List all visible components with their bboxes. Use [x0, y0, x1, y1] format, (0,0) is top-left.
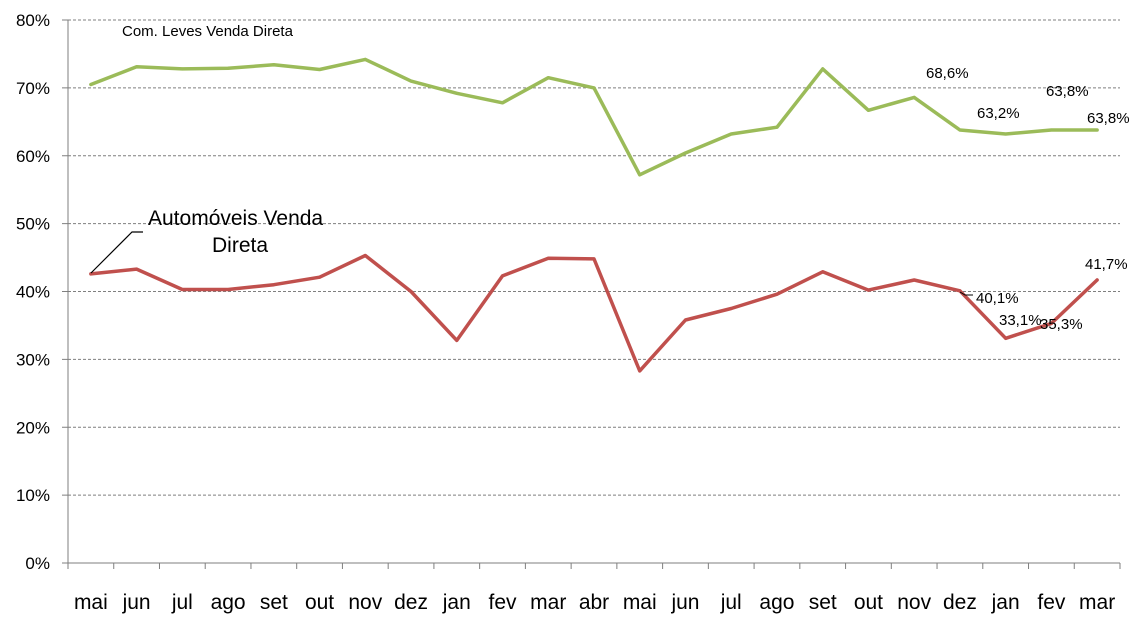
data-point [1049, 128, 1053, 132]
data-label-red-jan: 33,1% [999, 312, 1042, 329]
data-point [180, 67, 184, 71]
x-tick-label: mai [74, 591, 108, 614]
data-label-green-mar: 63,8% [1087, 110, 1130, 127]
data-point [180, 287, 184, 291]
data-point [638, 173, 642, 177]
data-point [821, 67, 825, 71]
data-point [729, 306, 733, 310]
x-tick-label: ago [759, 591, 794, 614]
y-tick-label: 0% [25, 554, 50, 573]
data-point [455, 91, 459, 95]
x-tick-label: jun [670, 591, 699, 614]
data-point [272, 63, 276, 67]
y-tick-label: 30% [16, 350, 50, 369]
data-point [89, 82, 93, 86]
data-point [409, 79, 413, 83]
data-point [226, 66, 230, 70]
x-tick-label: jul [720, 591, 742, 614]
data-label-green-nov: 68,6% [926, 65, 969, 82]
data-point [729, 132, 733, 136]
data-point [775, 125, 779, 129]
data-point [958, 128, 962, 132]
data-point [226, 287, 230, 291]
data-point [912, 278, 916, 282]
data-label-red-fev: 35,3% [1040, 316, 1083, 333]
data-point [363, 254, 367, 258]
data-point [546, 256, 550, 260]
data-point [318, 68, 322, 72]
x-tick-label: jan [442, 591, 471, 614]
data-point [1049, 321, 1053, 325]
data-point [683, 318, 687, 322]
data-point [546, 76, 550, 80]
data-point [135, 65, 139, 69]
series-label-automoveis-line2: Direta [212, 234, 268, 257]
data-point [1095, 278, 1099, 282]
x-tick-label: nov [348, 591, 382, 614]
data-label-green-fev: 63,8% [1046, 83, 1089, 100]
x-tick-labels: mai jun jul ago set out nov dez jan fev mar abr mai j… [74, 591, 1115, 614]
gridlines [68, 19, 1120, 496]
data-point [866, 108, 870, 112]
x-tick-label: fev [1037, 591, 1066, 614]
series-label-automoveis-line1: Automóveis Venda [148, 207, 323, 230]
data-point [318, 275, 322, 279]
y-tick-label: 80% [16, 11, 50, 30]
x-tick-label: set [809, 591, 837, 614]
x-tick-label: mai [623, 591, 657, 614]
x-tick-label: mar [530, 591, 566, 614]
data-point [821, 270, 825, 274]
data-point [958, 289, 962, 293]
y-tick-label: 10% [16, 486, 50, 505]
x-tick-label: jan [991, 591, 1020, 614]
data-point [409, 290, 413, 293]
data-label-leader-dez [959, 291, 973, 296]
x-tick-label: ago [211, 591, 246, 614]
data-point [501, 274, 505, 278]
x-tick-label: set [260, 591, 288, 614]
x-tick-label: dez [394, 591, 428, 614]
data-point [501, 101, 505, 105]
data-label-red-mar: 41,7% [1085, 256, 1128, 273]
data-point [683, 151, 687, 155]
series-line [89, 253, 1099, 373]
y-tick-label: 20% [16, 418, 50, 437]
data-point [866, 288, 870, 292]
x-tick-label: jul [171, 591, 193, 614]
series-label-com-leves: Com. Leves Venda Direta [122, 23, 294, 40]
x-tick-label: abr [579, 591, 609, 614]
x-tick-label: out [305, 591, 334, 614]
data-point [592, 257, 596, 261]
x-tick-label: mar [1079, 591, 1115, 614]
data-label-green-jan: 63,2% [977, 105, 1020, 122]
data-point [775, 292, 779, 296]
x-tick-label: fev [489, 591, 518, 614]
y-tick-label: 50% [16, 215, 50, 234]
data-point [592, 86, 596, 90]
x-tick-label: nov [897, 591, 931, 614]
data-point [1004, 336, 1008, 340]
series-label-leader-line [90, 231, 143, 274]
data-point [1095, 128, 1099, 132]
data-label-red-dez: 40,1% [976, 290, 1019, 307]
x-tick-label: dez [943, 591, 977, 614]
x-tick-label: out [854, 591, 883, 614]
data-point [912, 95, 916, 99]
axes [62, 19, 1121, 569]
y-tick-label: 60% [16, 147, 50, 166]
x-tick-label: jun [122, 591, 151, 614]
data-point [455, 338, 459, 342]
y-tick-label: 70% [16, 79, 50, 98]
y-tick-label: 40% [16, 283, 50, 302]
data-point [638, 369, 642, 373]
data-point [272, 283, 276, 287]
data-point [135, 267, 139, 271]
series-lines [89, 57, 1099, 373]
data-point [363, 57, 367, 61]
data-point [1004, 132, 1008, 136]
y-tick-labels: 0% 10% 20% 30% 40% 50% 60% 70% 80% [16, 11, 50, 573]
